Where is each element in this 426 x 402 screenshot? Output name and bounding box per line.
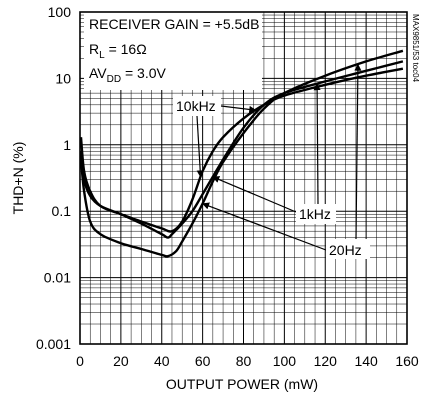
x-tick-label: 40: [154, 353, 170, 369]
x-tick-label: 0: [76, 353, 84, 369]
x-tick-label: 80: [236, 353, 252, 369]
arrow-1khz-right: [313, 83, 321, 205]
label-20hz: 20Hz: [326, 239, 370, 259]
y-tick-label: 0.001: [36, 336, 71, 352]
label-10khz: 10kHz: [173, 96, 221, 116]
annotation-arrows: [196, 63, 362, 251]
condition-supply: AVDD = 3.0V: [89, 65, 167, 85]
y-axis-label: THD+N (%): [10, 142, 26, 215]
curve-20hz: [79, 49, 404, 258]
arrow-1khz-left: [212, 176, 297, 213]
y-tick-label: 0.1: [52, 203, 72, 219]
arrow-20hz-right: [354, 63, 362, 240]
arrow-20hz-left: [201, 202, 327, 251]
plot-frame: [79, 11, 408, 345]
label-10khz-text: 10kHz: [176, 98, 216, 114]
x-tick-label: 20: [113, 353, 129, 369]
x-tick-label: 140: [354, 353, 378, 369]
label-1khz-text: 1kHz: [299, 206, 331, 222]
y-tick-labels: 0.001 0.01 0.1 1 10 100: [36, 4, 71, 352]
x-tick-labels: 0 20 40 60 80 100 120 140 160: [76, 353, 419, 369]
y-tick-label: 10: [55, 70, 71, 86]
x-tick-label: 160: [395, 353, 419, 369]
y-tick-label: 1: [63, 137, 71, 153]
x-tick-label: 100: [273, 353, 297, 369]
condition-receiver-gain: RECEIVER GAIN = +5.5dB: [89, 16, 259, 32]
part-number-watermark: MAX9851/53 toc04: [411, 14, 420, 83]
x-tick-label: 60: [195, 353, 211, 369]
label-20hz-text: 20Hz: [329, 242, 362, 258]
conditions-box: RECEIVER GAIN = +5.5dB RL = 16Ω AVDD = 3…: [84, 10, 262, 90]
curves: [79, 49, 404, 258]
conditions-box-bg: [84, 10, 262, 90]
y-tick-label: 0.01: [44, 270, 71, 286]
label-1khz: 1kHz: [296, 204, 336, 224]
arrow-10khz-left: [196, 115, 204, 178]
condition-load: RL = 16Ω: [89, 41, 147, 61]
y-tick-label: 100: [48, 4, 72, 20]
arrow-10khz-right: [220, 105, 257, 114]
x-axis-label: OUTPUT POWER (mW): [166, 376, 318, 392]
x-tick-label: 120: [314, 353, 338, 369]
